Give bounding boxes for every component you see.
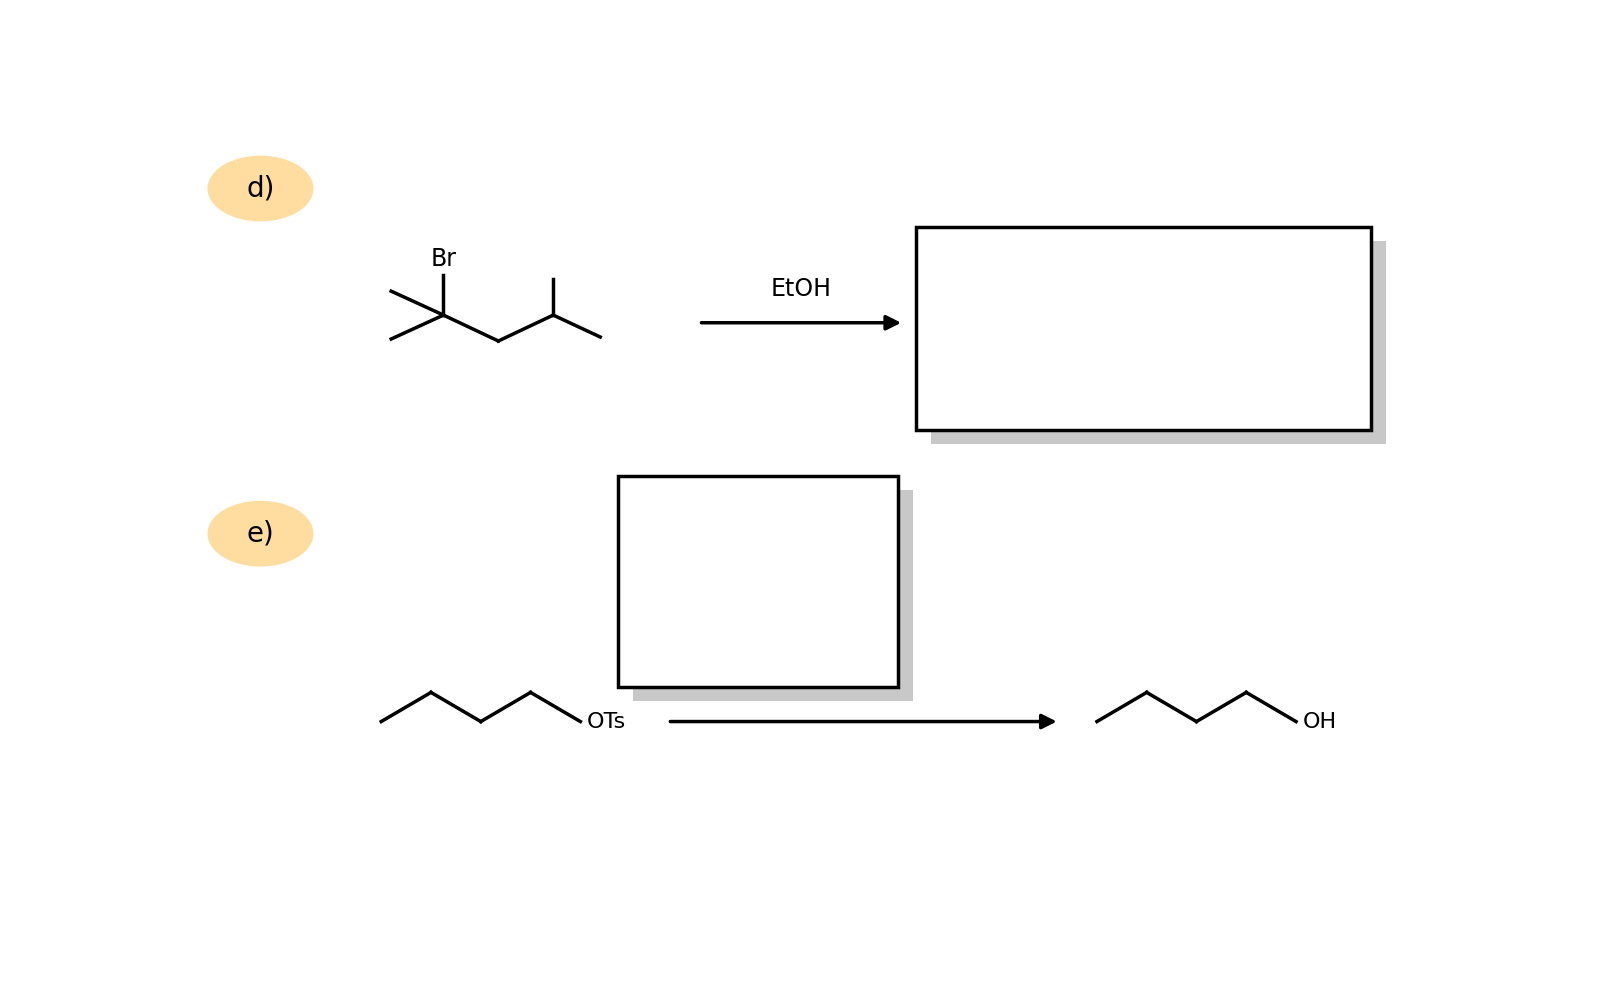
- Bar: [916, 227, 1371, 430]
- Text: Br: Br: [430, 247, 456, 271]
- Bar: [632, 490, 912, 701]
- Bar: [618, 476, 897, 687]
- Text: OTs: OTs: [586, 711, 626, 731]
- Text: EtOH: EtOH: [770, 277, 831, 301]
- Text: OH: OH: [1302, 711, 1335, 731]
- Text: d): d): [246, 174, 274, 202]
- Bar: [931, 241, 1385, 444]
- Text: e): e): [247, 520, 274, 548]
- Circle shape: [209, 501, 313, 566]
- Circle shape: [209, 156, 313, 221]
